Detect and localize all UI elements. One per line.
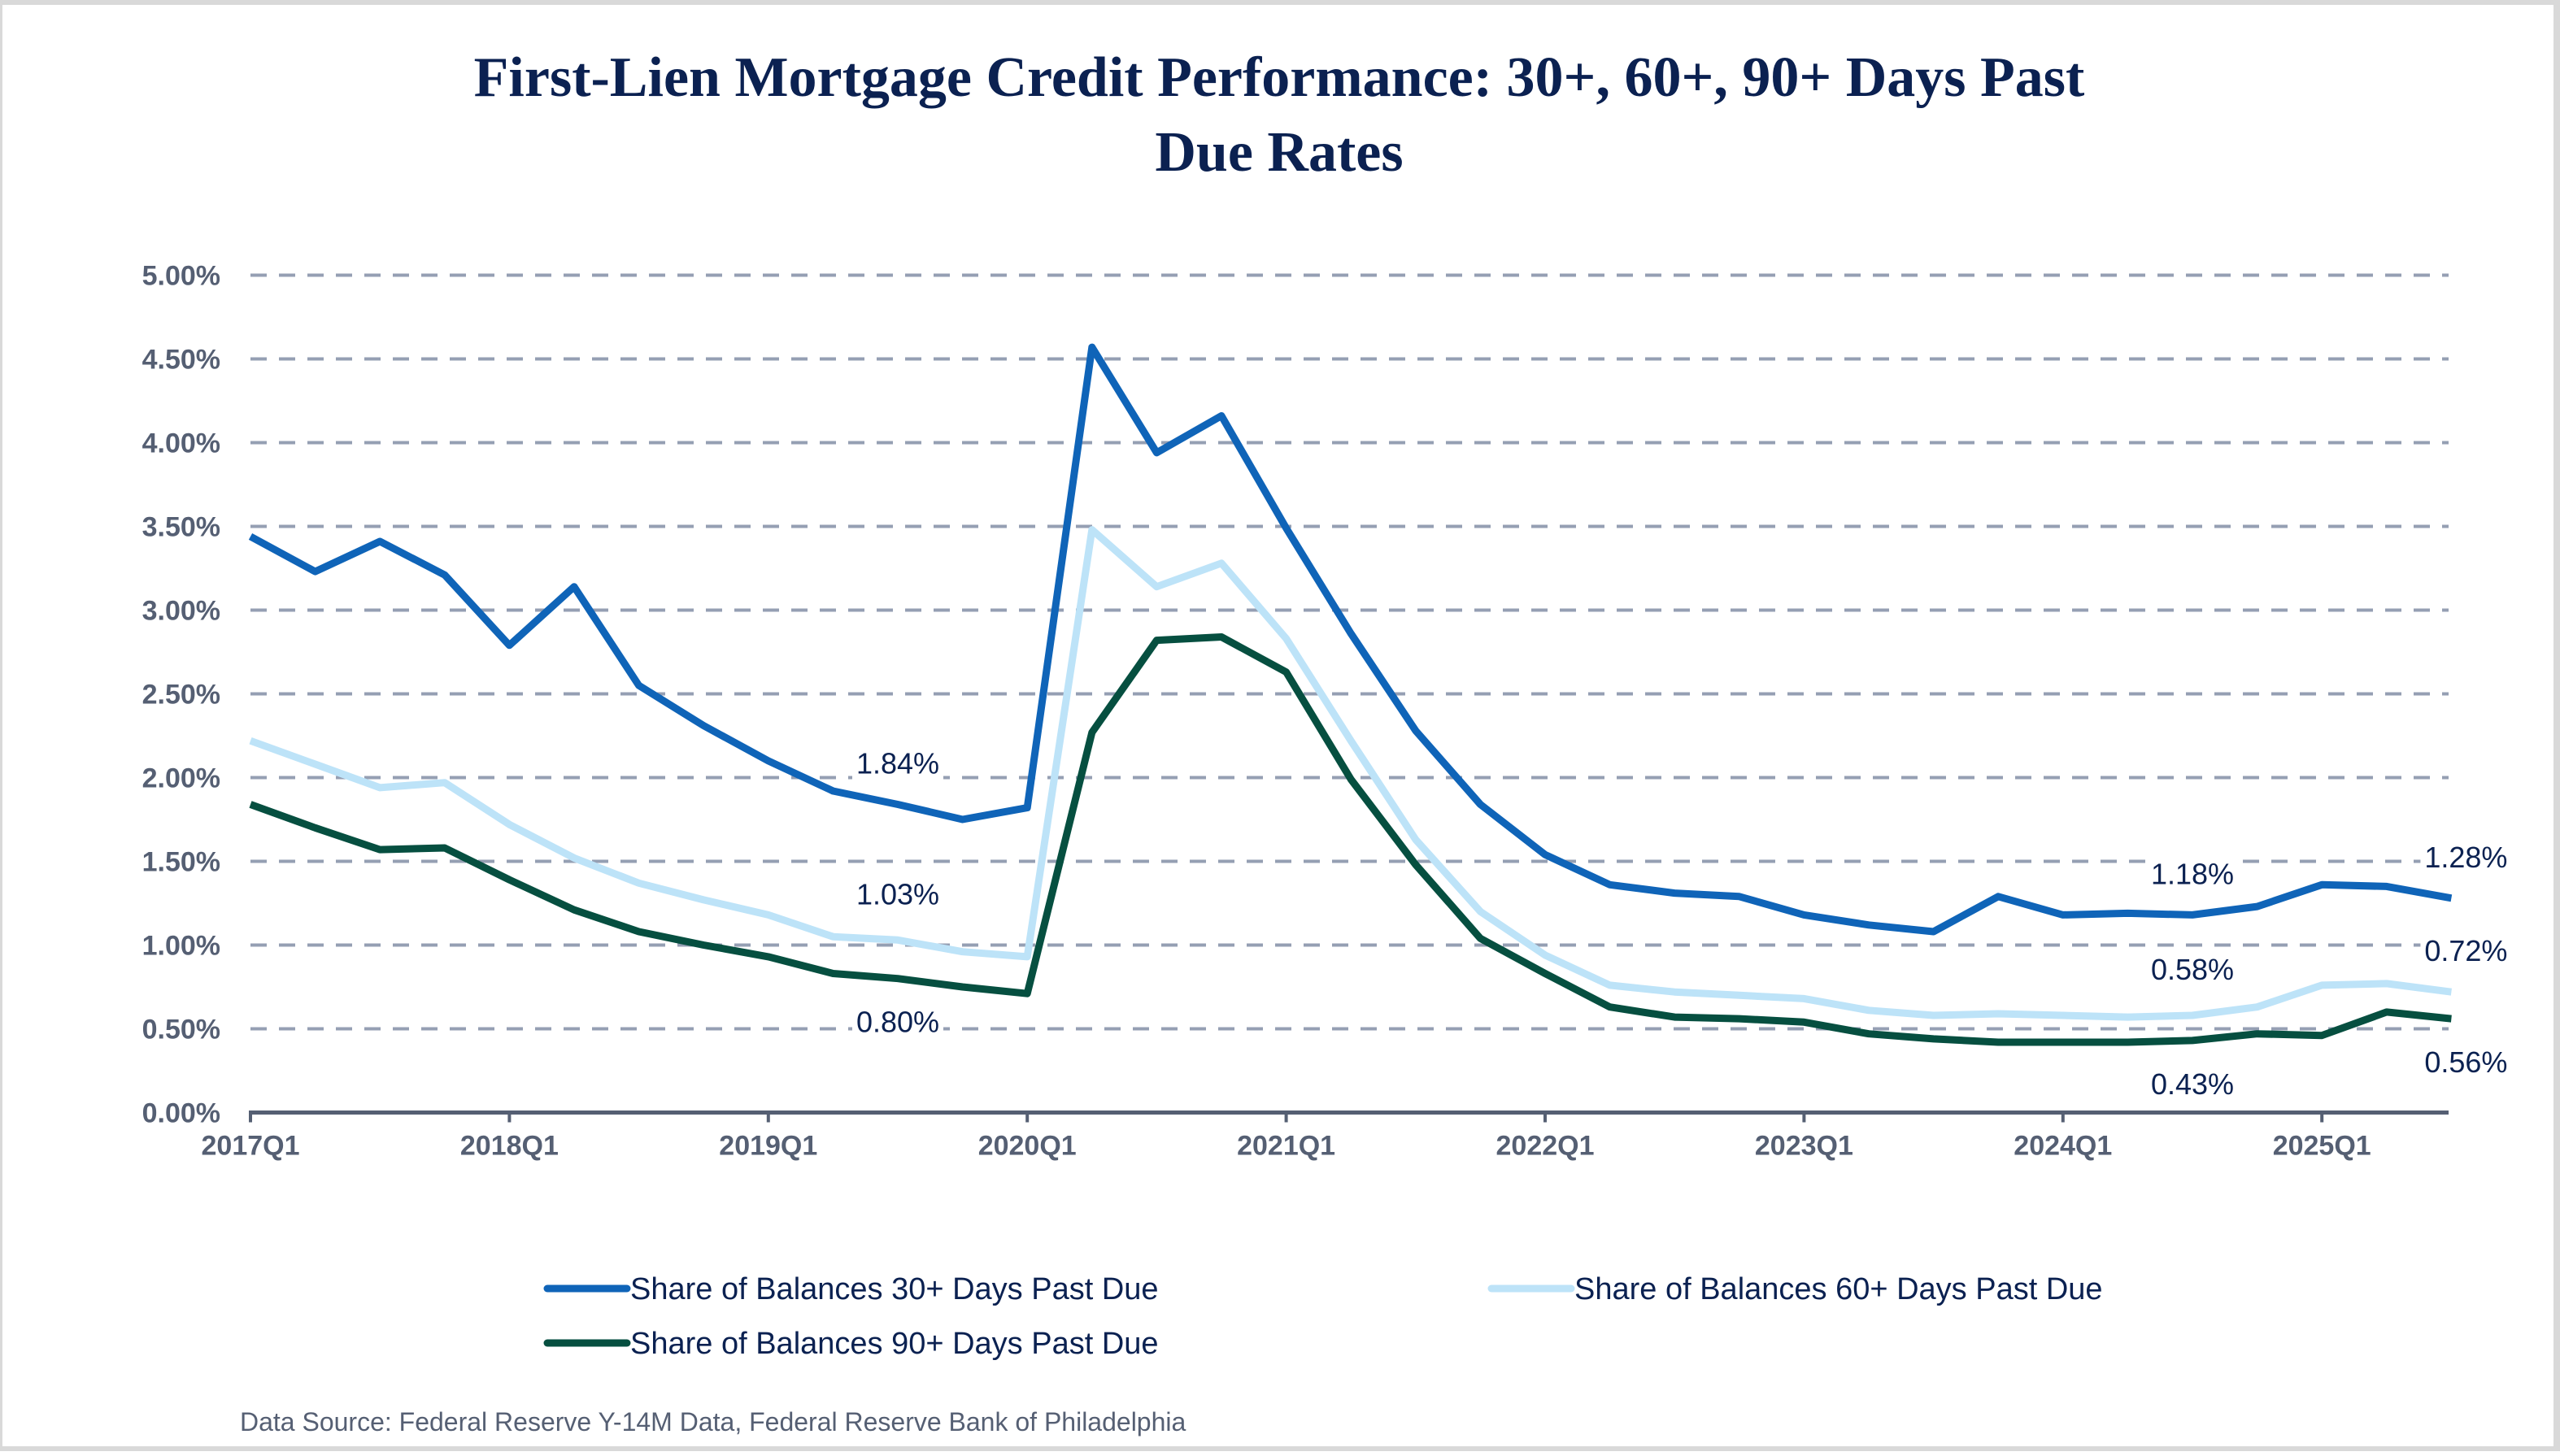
data-labels: 1.84% 1.03% 0.80% 1.18% 0.58% 0.43% 1.28% 0.72%… xyxy=(852,745,2512,1102)
x-axis: 2017Q1 2018Q1 2019Q1 2020Q1 2021Q1 2022Q1 2023… xyxy=(202,1110,2449,1162)
legend-item: Share of Balances 90+ Days Past Due xyxy=(543,1327,1159,1361)
data-label: 1.28% xyxy=(2424,841,2507,874)
data-label: 0.43% xyxy=(2151,1067,2234,1101)
gridlines xyxy=(250,273,2449,1031)
data-label: 1.18% xyxy=(2151,857,2234,890)
data-label-background xyxy=(2147,1066,2238,1102)
series-60-plus-line xyxy=(249,526,2452,1021)
y-tick-label: 2.50% xyxy=(142,680,220,711)
data-label-background xyxy=(2420,1045,2512,1081)
data-label-background xyxy=(852,1004,943,1041)
series-30-plus-line xyxy=(248,343,2453,936)
legend: Share of Balances 30+ Days Past Due Share… xyxy=(543,1272,2103,1361)
data-label-background xyxy=(2420,839,2512,876)
x-tick-label: 2017Q1 xyxy=(202,1131,300,1162)
y-tick-label: 0.00% xyxy=(142,1098,220,1129)
y-tick-label: 0.50% xyxy=(142,1015,220,1045)
legend-label: Share of Balances 60+ Days Past Due xyxy=(1574,1272,2103,1306)
data-label-background xyxy=(2147,856,2238,893)
y-tick-label: 1.00% xyxy=(142,931,220,962)
data-label-background xyxy=(852,876,943,913)
x-tick-label: 2021Q1 xyxy=(1237,1131,1335,1162)
y-tick-label: 5.00% xyxy=(142,261,220,292)
y-tick-label: 4.00% xyxy=(142,428,220,459)
data-label: 1.03% xyxy=(856,877,939,911)
y-tick-label: 3.00% xyxy=(142,596,220,627)
y-axis: 0.00% 0.50% 1.00% 1.50% 2.00% 2.50% 3.00% 3.50%… xyxy=(142,261,220,1129)
legend-item: Share of Balances 30+ Days Past Due xyxy=(543,1272,1159,1306)
x-tick-label: 2025Q1 xyxy=(2273,1131,2371,1162)
data-label: 0.80% xyxy=(856,1006,939,1039)
line-chart: First-Lien Mortgage Credit Performance: … xyxy=(142,46,2512,1436)
legend-label: Share of Balances 30+ Days Past Due xyxy=(630,1272,1159,1306)
data-label: 0.58% xyxy=(2151,953,2234,986)
chart-title-line-1: First-Lien Mortgage Credit Performance: … xyxy=(474,46,2085,109)
data-label-background xyxy=(852,745,943,782)
y-tick-label: 2.00% xyxy=(142,763,220,794)
x-tick-label: 2019Q1 xyxy=(719,1131,817,1162)
data-label: 0.56% xyxy=(2424,1045,2507,1079)
legend-label: Share of Balances 90+ Days Past Due xyxy=(630,1327,1159,1361)
data-label: 0.72% xyxy=(2424,934,2507,967)
x-tick-label: 2024Q1 xyxy=(2014,1131,2112,1162)
x-tick-label: 2018Q1 xyxy=(460,1131,559,1162)
data-label-background xyxy=(2147,952,2238,989)
y-tick-label: 1.50% xyxy=(142,847,220,878)
chart-title: First-Lien Mortgage Credit Performance: … xyxy=(474,46,2085,184)
legend-item: Share of Balances 60+ Days Past Due xyxy=(1487,1272,2103,1306)
x-tick-label: 2022Q1 xyxy=(1496,1131,1595,1162)
chart-title-line-2: Due Rates xyxy=(1155,121,1403,184)
series-lines xyxy=(248,343,2453,1046)
y-tick-label: 4.50% xyxy=(142,345,220,376)
data-label: 1.84% xyxy=(856,746,939,780)
x-tick-label: 2023Q1 xyxy=(1755,1131,1853,1162)
series-90-plus-line xyxy=(249,633,2452,1046)
y-tick-label: 3.50% xyxy=(142,512,220,543)
data-label-background xyxy=(2420,933,2512,970)
x-tick-label: 2020Q1 xyxy=(978,1131,1077,1162)
data-source-note: Data Source: Federal Reserve Y-14M Data,… xyxy=(240,1407,1186,1436)
